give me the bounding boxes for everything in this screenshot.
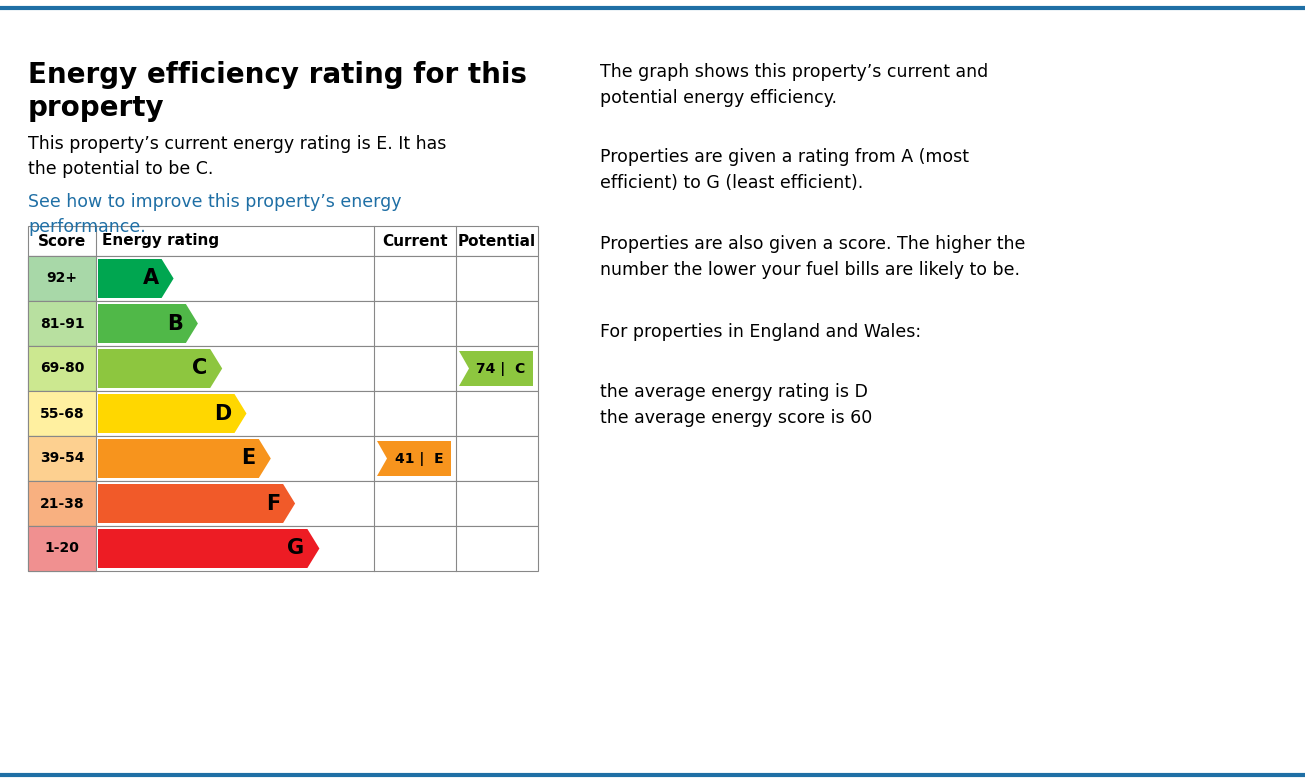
- Text: 92+: 92+: [47, 272, 77, 286]
- Bar: [27, 526, 97, 571]
- Bar: [27, 256, 97, 301]
- Bar: [27, 391, 97, 436]
- Text: 55-68: 55-68: [39, 406, 85, 420]
- Polygon shape: [98, 529, 320, 568]
- Text: The graph shows this property’s current and
potential energy efficiency.: The graph shows this property’s current …: [600, 63, 988, 106]
- Text: the average energy rating is D
the average energy score is 60: the average energy rating is D the avera…: [600, 383, 872, 427]
- Bar: [27, 256, 538, 301]
- Text: 39-54: 39-54: [39, 452, 85, 466]
- Bar: [27, 346, 538, 391]
- Bar: [27, 301, 538, 346]
- Bar: [27, 436, 538, 481]
- Polygon shape: [98, 349, 222, 388]
- Text: 41 |  E: 41 | E: [394, 452, 444, 466]
- Bar: [27, 346, 97, 391]
- Text: Energy rating: Energy rating: [102, 233, 219, 248]
- Text: This property’s current energy rating is E. It has
the potential to be C.: This property’s current energy rating is…: [27, 135, 446, 178]
- Bar: [27, 226, 538, 256]
- Polygon shape: [459, 351, 532, 386]
- Text: B: B: [167, 313, 183, 334]
- Bar: [27, 481, 538, 526]
- Polygon shape: [98, 394, 247, 433]
- Text: See how to improve this property’s energy
performance.: See how to improve this property’s energ…: [27, 193, 402, 236]
- Bar: [27, 481, 97, 526]
- Text: A: A: [142, 269, 159, 288]
- Text: Potential: Potential: [458, 233, 536, 248]
- Text: Properties are also given a score. The higher the
number the lower your fuel bil: Properties are also given a score. The h…: [600, 235, 1026, 279]
- Text: E: E: [241, 449, 256, 468]
- Text: F: F: [266, 493, 281, 514]
- Text: Score: Score: [38, 233, 86, 248]
- Text: 1-20: 1-20: [44, 542, 80, 555]
- Bar: [27, 391, 538, 436]
- Bar: [27, 526, 538, 571]
- Polygon shape: [98, 439, 271, 478]
- Text: 74 |  C: 74 | C: [476, 362, 526, 376]
- Bar: [27, 436, 97, 481]
- Text: For properties in England and Wales:: For properties in England and Wales:: [600, 323, 921, 341]
- Text: C: C: [192, 359, 207, 378]
- Polygon shape: [98, 259, 174, 298]
- Text: 69-80: 69-80: [40, 362, 85, 376]
- Polygon shape: [98, 484, 295, 523]
- Polygon shape: [377, 441, 452, 476]
- Bar: [27, 301, 97, 346]
- Polygon shape: [98, 304, 198, 343]
- Text: D: D: [214, 403, 231, 424]
- Text: 21-38: 21-38: [39, 496, 85, 511]
- Text: Current: Current: [382, 233, 448, 248]
- Text: G: G: [287, 539, 304, 558]
- Text: Energy efficiency rating for this
property: Energy efficiency rating for this proper…: [27, 61, 527, 122]
- Text: Properties are given a rating from A (most
efficient) to G (least efficient).: Properties are given a rating from A (mo…: [600, 148, 970, 192]
- Text: 81-91: 81-91: [39, 316, 85, 330]
